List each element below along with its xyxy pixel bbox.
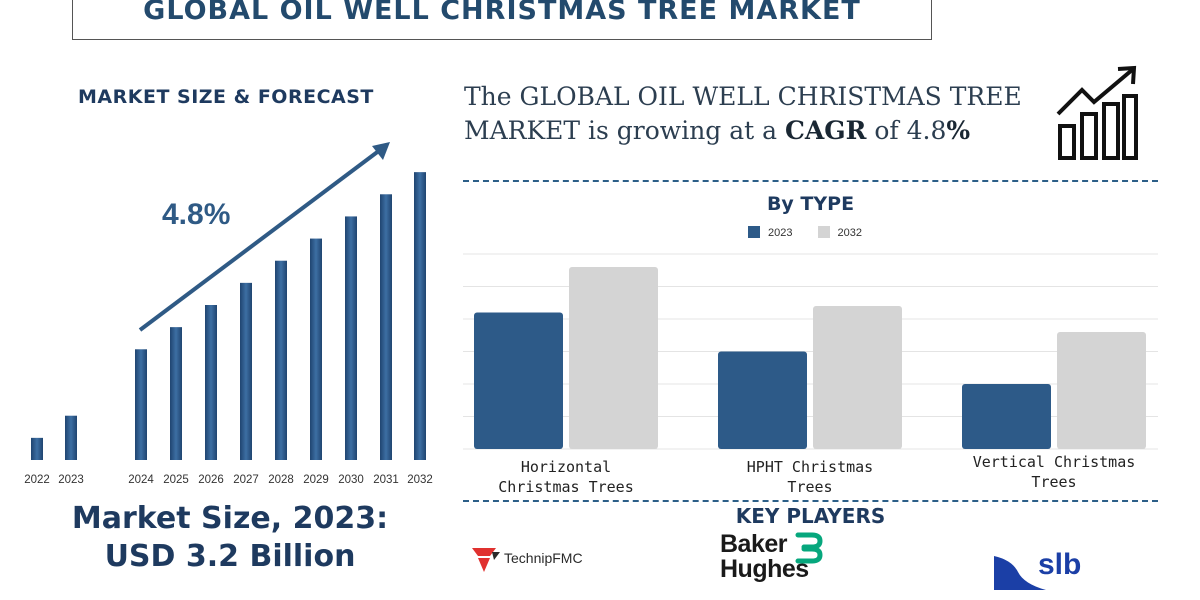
headline-suffix: % <box>946 116 971 145</box>
type-bar-2023-1 <box>474 312 563 449</box>
forecast-bar-2028 <box>275 260 287 460</box>
technipfmc-mark-icon <box>472 548 500 572</box>
baker-hughes-line1: Baker <box>720 530 788 558</box>
slb-name: slb <box>1038 548 1081 581</box>
forecast-year-label: 2025 <box>163 474 189 486</box>
forecast-year-label: 2031 <box>373 474 399 486</box>
growth-arrow-line <box>138 148 382 332</box>
market-size-line2: USD 3.2 Billion <box>104 539 356 574</box>
title-box: GLOBAL OIL WELL CHRISTMAS TREE MARKET <box>72 0 932 40</box>
type-bar-2032-3 <box>1057 332 1146 449</box>
divider-top <box>463 180 1158 182</box>
type-legend: 2023 2032 <box>748 226 884 239</box>
technipfmc-name: TechnipFMC <box>504 550 583 566</box>
key-players-heading: KEY PLAYERS <box>735 504 886 528</box>
growth-chart-icon <box>1056 65 1138 160</box>
baker-hughes-logo: Baker Hughes <box>720 532 840 588</box>
market-size-line1: Market Size, 2023: <box>71 501 389 536</box>
category-label-line: HPHT Christmas <box>746 458 874 476</box>
forecast-bar-2026 <box>205 305 217 460</box>
headline-cagr: CAGR <box>785 116 867 145</box>
category-label-horizontal: Horizontal Christmas Trees <box>466 457 666 497</box>
baker-hughes-mark-icon <box>795 532 823 564</box>
type-heading: By TYPE <box>766 193 855 215</box>
forecast-heading: MARKET SIZE & FORECAST <box>78 86 374 108</box>
category-label-vertical: Vertical Christmas Trees <box>954 452 1154 492</box>
headline: The GLOBAL OIL WELL CHRISTMAS TREE MARKE… <box>464 80 1054 148</box>
headline-middle: of 4.8 <box>866 116 947 145</box>
type-bar-2023-2 <box>718 351 807 449</box>
forecast-year-label: 2022 <box>24 474 50 486</box>
category-label-line: Trees <box>1031 473 1077 491</box>
forecast-chart: 2022 2023 2024 2025 2026 2027 2028 2029 2030 2031… <box>24 142 433 486</box>
forecast-year-label: 2026 <box>198 474 224 486</box>
category-label-hpht: HPHT Christmas Trees <box>710 457 910 497</box>
forecast-bar-2031 <box>380 194 392 460</box>
slb-mark-icon <box>994 556 1046 590</box>
forecast-year-label: 2023 <box>58 474 84 486</box>
type-chart <box>463 253 1158 450</box>
legend-label-2032: 2032 <box>837 227 863 239</box>
forecast-year-label: 2029 <box>303 474 329 486</box>
category-label-line: Trees <box>787 478 833 496</box>
forecast-bar-2022 <box>31 437 43 460</box>
divider-bottom <box>463 500 1158 502</box>
cagr-label: 4.8% <box>162 198 230 231</box>
category-label-line: Vertical Christmas <box>972 453 1136 471</box>
forecast-bar-2025 <box>170 327 182 460</box>
forecast-year-label: 2027 <box>233 474 259 486</box>
headline-prefix: The GLOBAL OIL WELL CHRISTMAS TREE MARKE… <box>464 82 1022 145</box>
forecast-bar-2023 <box>65 415 77 460</box>
type-bar-2032-2 <box>813 306 902 449</box>
baker-hughes-line2: Hughes <box>720 555 809 583</box>
category-label-line: Christmas Trees <box>498 478 634 496</box>
type-bar-2023-3 <box>962 384 1051 449</box>
forecast-year-label: 2028 <box>268 474 294 486</box>
forecast-year-label: 2024 <box>128 474 154 486</box>
forecast-year-label: 2030 <box>338 474 364 486</box>
technipfmc-logo: TechnipFMC <box>472 546 612 576</box>
forecast-bar-2029 <box>310 238 322 460</box>
forecast-bar-2027 <box>240 282 252 460</box>
legend-label-2023: 2023 <box>768 227 793 239</box>
slb-logo: slb <box>990 544 1100 592</box>
forecast-bar-2024 <box>135 349 147 460</box>
growth-arrowhead-icon <box>372 142 390 160</box>
type-bar-2032-1 <box>569 267 658 449</box>
legend-item-2032: 2032 <box>817 226 863 239</box>
forecast-bar-2030 <box>345 216 357 460</box>
forecast-year-label: 2032 <box>407 474 433 486</box>
category-label-line: Horizontal <box>520 458 612 476</box>
page-title: GLOBAL OIL WELL CHRISTMAS TREE MARKET <box>143 0 861 26</box>
legend-item-2023: 2023 <box>748 226 792 239</box>
market-size-text: Market Size, 2023: USD 3.2 Billion <box>30 500 430 576</box>
forecast-bar-2032 <box>414 172 426 460</box>
